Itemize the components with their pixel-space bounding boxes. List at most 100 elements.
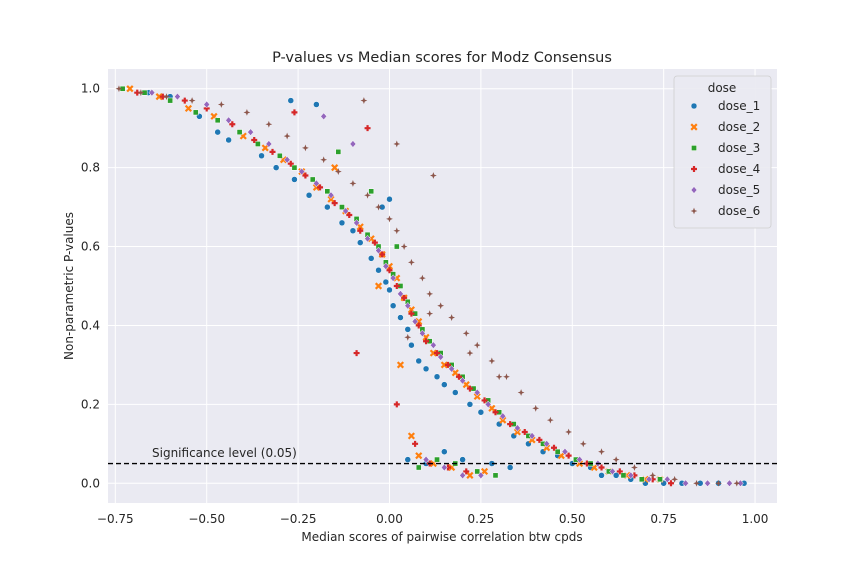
data-point-dose_5: [499, 412, 507, 420]
data-point-dose_4: [269, 148, 276, 155]
data-point-dose_5: [561, 447, 569, 456]
data-point-dose_4: [317, 184, 324, 191]
data-point-dose_6: [733, 479, 741, 487]
data-points: [115, 85, 748, 488]
data-point-dose_5: [484, 400, 492, 409]
data-point-dose_5: [148, 88, 156, 97]
legend-marker-dose_3: [691, 145, 697, 151]
data-point-dose_5: [389, 274, 397, 282]
data-point-dose_5: [265, 140, 273, 148]
data-point-dose_6: [163, 93, 170, 101]
data-point-dose_3: [192, 109, 199, 116]
data-point-dose_5: [353, 219, 360, 227]
data-point-dose_6: [612, 456, 620, 463]
data-point-dose_2: [513, 428, 522, 436]
data-point-dose_1: [258, 152, 265, 160]
data-point-dose_5: [298, 167, 306, 176]
x-tick-label: −0.75: [97, 512, 134, 526]
data-point-dose_1: [338, 219, 346, 227]
data-point-dose_3: [335, 149, 342, 155]
data-point-dose_2: [429, 349, 437, 357]
data-point-dose_6: [137, 89, 145, 97]
data-point-dose_4: [331, 200, 338, 207]
data-point-dose_4: [667, 480, 674, 487]
y-axis-ticks: 0.0 0.2 0.4 0.6 0.8 1.0: [81, 82, 100, 491]
y-tick-label: 1.0: [81, 82, 100, 96]
data-point-dose_3: [214, 117, 221, 124]
data-point-dose_2: [155, 93, 163, 101]
data-point-dose_4: [466, 385, 473, 392]
data-point-dose_1: [598, 472, 605, 479]
data-point-dose_5: [382, 262, 390, 271]
x-tick-label: 0.75: [650, 512, 677, 526]
data-point-dose_4: [507, 421, 514, 428]
legend-label-dose_2: dose_2: [718, 120, 760, 134]
data-point-dose_5: [704, 479, 711, 488]
data-point-dose_5: [430, 341, 437, 349]
data-point-dose_5: [247, 128, 254, 136]
data-point-dose_4: [616, 468, 623, 475]
data-point-dose_6: [115, 85, 123, 93]
data-point-dose_5: [528, 432, 536, 440]
data-point-dose_6: [426, 290, 434, 298]
data-point-dose_6: [473, 341, 481, 349]
data-point-dose_4: [379, 251, 386, 258]
data-point-dose_6: [404, 333, 412, 341]
y-tick-label: 0.0: [81, 476, 100, 490]
data-point-dose_6: [349, 180, 357, 187]
legend-box: [673, 75, 772, 229]
legend-marker-dose_1: [690, 102, 698, 110]
data-point-dose_5: [327, 191, 335, 200]
data-point-dose_6: [334, 168, 342, 175]
data-point-dose_1: [214, 128, 221, 136]
data-point-dose_1: [367, 255, 375, 262]
data-point-dose_4: [291, 109, 298, 116]
data-point-dose_6: [579, 440, 587, 448]
data-point-dose_2: [440, 361, 448, 369]
plot-area: [108, 69, 777, 503]
data-point-dose_1: [287, 97, 295, 104]
data-point-dose_3: [276, 152, 283, 159]
data-point-dose_5: [663, 475, 671, 484]
data-point-dose_4: [481, 397, 488, 404]
data-point-dose_2: [261, 144, 269, 152]
data-point-dose_4: [536, 436, 543, 443]
data-point-dose_1: [225, 136, 232, 144]
data-point-dose_2: [415, 452, 423, 460]
data-point-dose_6: [466, 349, 474, 357]
data-point-dose_6: [448, 314, 456, 321]
data-point-dose_1: [291, 176, 298, 183]
x-tick-label: −0.25: [280, 512, 317, 526]
data-point-dose_5: [459, 471, 466, 480]
data-point-dose_3: [255, 141, 261, 147]
data-point-dose_6: [546, 416, 554, 424]
data-point-dose_6: [302, 144, 309, 152]
data-point-dose_1: [408, 341, 415, 349]
data-point-dose_2: [480, 467, 489, 476]
data-point-dose_4: [455, 373, 462, 380]
data-point-dose_6: [360, 97, 368, 104]
data-point-dose_4: [393, 401, 400, 408]
data-point-dose_2: [374, 282, 383, 290]
data-point-dose_6: [283, 132, 291, 140]
data-point-dose_4: [287, 160, 294, 167]
data-point-dose_1: [452, 389, 459, 396]
data-point-dose_6: [488, 357, 496, 365]
data-point-dose_6: [418, 274, 426, 282]
data-point-dose_5: [397, 290, 404, 298]
data-point-dose_1: [404, 326, 412, 333]
data-point-dose_1: [441, 448, 448, 455]
data-point-dose_1: [404, 456, 412, 463]
data-point-dose_5: [473, 388, 481, 397]
data-point-dose_6: [715, 479, 722, 487]
data-point-dose_5: [737, 479, 744, 488]
data-point-dose_2: [466, 471, 474, 479]
data-point-dose_5: [225, 116, 232, 125]
data-point-dose_5: [349, 140, 357, 148]
data-point-dose_5: [459, 376, 466, 385]
data-point-dose_4: [423, 338, 430, 345]
data-point-dose_1: [349, 227, 357, 235]
data-point-dose_2: [451, 369, 459, 377]
legend-label-dose_3: dose_3: [718, 141, 760, 155]
